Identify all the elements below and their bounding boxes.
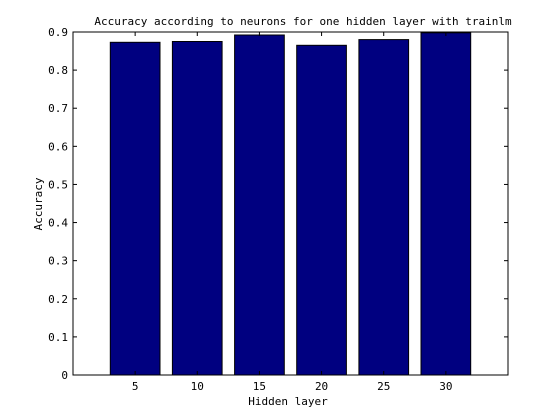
- x-tick-label: 25: [377, 380, 390, 393]
- x-tick-label: 15: [253, 380, 266, 393]
- x-tick-label: 10: [191, 380, 204, 393]
- bar-5: [109, 41, 161, 376]
- x-tick-label: 5: [132, 380, 139, 393]
- y-tick-label: 0.7: [48, 102, 68, 115]
- bar-30: [420, 32, 472, 376]
- x-tick-label: 30: [439, 380, 452, 393]
- bar-25: [358, 39, 410, 376]
- y-axis-label: Accuracy: [32, 177, 45, 230]
- x-tick-label: 20: [315, 380, 328, 393]
- y-tick-label: 0.6: [48, 140, 68, 153]
- y-tick-label: 0.5: [48, 178, 68, 191]
- x-ticks-group: 5 10 15 20 25 30: [132, 32, 452, 393]
- x-axis-label: Hidden layer: [248, 395, 328, 408]
- y-tick-label: 0: [61, 369, 68, 382]
- y-tick-label: 0.1: [48, 331, 68, 344]
- bar-20: [296, 44, 347, 376]
- bar-15: [234, 34, 285, 376]
- bar-10: [171, 41, 223, 376]
- y-ticks-group: 0 0.1 0.2 0.3 0.4 0.5 0.6 0.7 0.8 0.9: [48, 26, 508, 382]
- y-tick-label: 0.4: [48, 217, 68, 230]
- bars-group: [109, 32, 472, 376]
- chart-title: Accuracy according to neurons for one hi…: [94, 15, 512, 28]
- y-tick-label: 0.3: [48, 255, 68, 268]
- y-tick-label: 0.8: [48, 64, 68, 77]
- y-tick-label: 0.2: [48, 293, 68, 306]
- y-tick-label: 0.9: [48, 26, 68, 39]
